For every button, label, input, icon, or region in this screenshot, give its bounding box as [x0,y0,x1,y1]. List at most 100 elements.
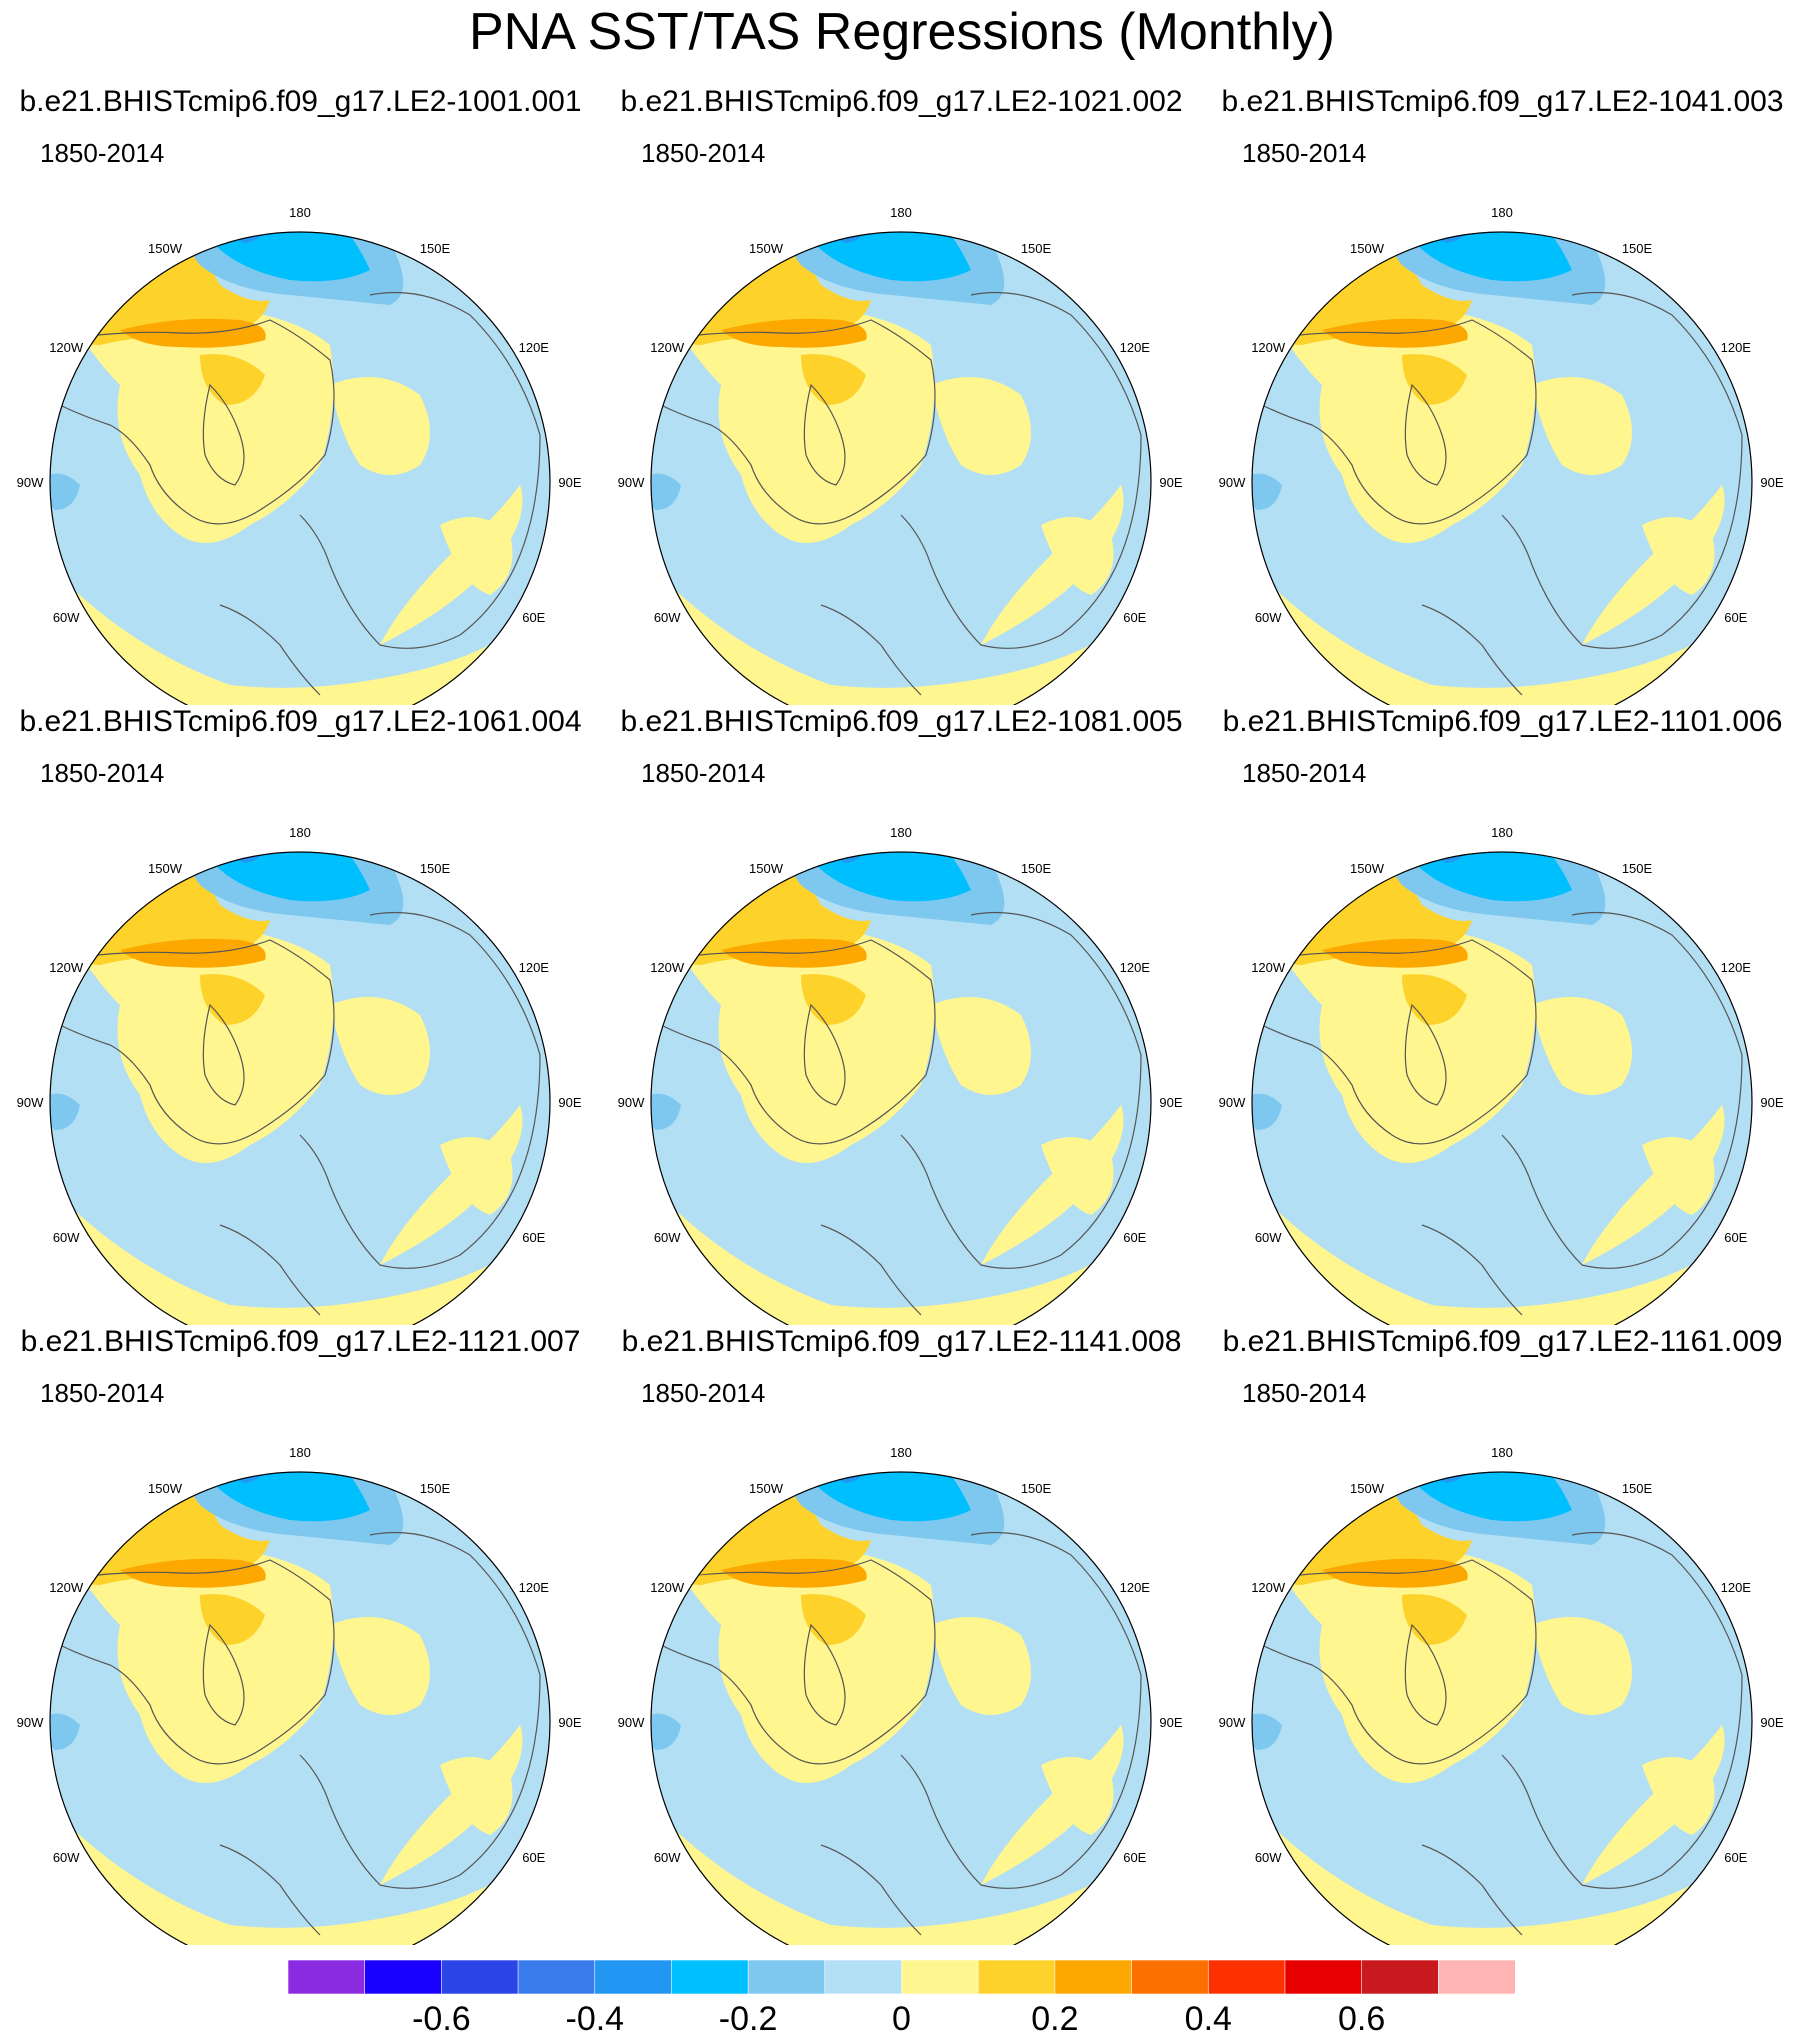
map-boundary [1251,231,1753,705]
panel-title: b.e21.BHISTcmip6.f09_g17.LE2-1161.009 [1222,1325,1783,1358]
siberia-warm [330,997,430,1095]
longitude-label: 90W [17,1095,44,1110]
main-title: PNA SST/TAS Regressions (Monthly) [469,3,1335,61]
longitude-label: 60W [53,1850,80,1865]
pacific-negative-mid [796,1472,971,1522]
map-panel: b.e21.BHISTcmip6.f09_g17.LE2-1021.002 180… [601,85,1202,705]
siberia-warm [1532,377,1632,475]
period-label: 1850-2014 [40,138,165,168]
longitude-label: 150W [1350,241,1385,256]
longitude-label: 90W [1219,1715,1246,1730]
map-boundary [1251,851,1753,1325]
colorbar-tick-label: 0.6 [1337,2000,1386,2038]
longitude-label: 120E [519,960,550,975]
pacific-ne-warm [1572,1402,1642,1436]
longitude-label: 90E [558,1095,581,1110]
greenland-coast [803,1003,846,1106]
polar-map: 180150E120E90E60E30E030W60W90W120W150W [618,162,1183,705]
map-panel: b.e21.BHISTcmip6.f09_g17.LE2-1061.004 180… [0,705,601,1325]
longitude-label: 120W [49,960,84,975]
longitude-label: 180 [1491,205,1513,220]
longitude-label: 120E [1721,960,1752,975]
longitude-label: 90W [618,1715,645,1730]
longitude-label: 150E [420,861,451,876]
period-label: 1850-2014 [641,1378,766,1408]
map-field [50,852,550,1325]
colorbar-tick-label: 0.4 [1184,2000,1232,2038]
pacific-ne-warm [971,1402,1041,1436]
map-panel: b.e21.BHISTcmip6.f09_g17.LE2-1001.001 180… [0,85,601,705]
longitude-label: 90E [1159,475,1182,490]
longitude-label: 60W [654,1230,681,1245]
map-boundary [650,851,1152,1325]
period-label: 1850-2014 [40,1378,165,1408]
pacific-ne-warm [971,162,1041,196]
colorbar-swatch [1131,1960,1210,1994]
map-field [1252,1402,1752,1945]
longitude-label: 60E [1724,610,1747,625]
colorbar-swatch [747,1960,826,1994]
longitude-label: 150E [1021,861,1052,876]
africa-coast [219,1224,321,1316]
north-america-coast [1261,1559,1537,1765]
eurasia-coast [900,291,1142,649]
longitude-label: 150W [148,1481,183,1496]
longitude-label: 180 [289,1445,311,1460]
africa-coast [1421,1844,1523,1936]
longitude-label: 120W [1251,1580,1286,1595]
greenland-coast [1404,1623,1447,1726]
longitude-label: 90W [618,475,645,490]
longitude-label: 180 [1491,1445,1513,1460]
siberia-warm [931,1617,1031,1715]
pacific-ne-warm [971,782,1041,816]
longitude-label: 120W [49,340,84,355]
map-panel: b.e21.BHISTcmip6.f09_g17.LE2-1161.009 180… [1202,1325,1803,1945]
longitude-label: 120E [1120,1580,1151,1595]
greenland-coast [202,1003,245,1106]
longitude-label: 90E [1760,475,1783,490]
map-boundary [650,231,1152,705]
europe-warm [440,1757,513,1835]
longitude-label: 150E [1021,241,1052,256]
eurasia-coast [1501,291,1743,649]
polar-map: 180150E120E90E60E30E030W60W90W120W150W [618,1402,1183,1945]
longitude-label: 120W [49,1580,84,1595]
longitude-label: 120W [650,1580,685,1595]
longitude-label: 60W [53,1230,80,1245]
longitude-label: 60E [1123,1230,1146,1245]
gulf-negative [50,1713,80,1750]
map-field [651,162,1151,705]
canada-arctic-warm [80,929,334,1163]
longitude-label: 90W [1219,475,1246,490]
longitude-label: 60W [53,610,80,625]
longitude-label: 90E [558,475,581,490]
europe-warm [440,517,513,595]
period-label: 1850-2014 [1242,758,1367,788]
longitude-label: 150E [1622,241,1653,256]
pacific-negative-mid [1397,1472,1572,1522]
longitude-label: 120W [1251,960,1286,975]
north-america-coast [59,939,335,1145]
longitude-label: 120W [1251,340,1286,355]
greenland-coast [1404,383,1447,486]
longitude-label: 90W [1219,1095,1246,1110]
longitude-label: 150W [148,241,183,256]
longitude-label: 150E [420,1481,451,1496]
map-field [50,1472,550,1945]
gulf-negative [1252,473,1282,510]
gulf-negative [50,1093,80,1130]
colorbar-svg [288,1960,1515,1994]
longitude-label: 60W [1255,1230,1282,1245]
canada-arctic-warm [1282,309,1536,543]
coastlines [1261,1531,1743,1936]
longitude-label: 150W [1350,861,1385,876]
africa-coast [820,1224,922,1316]
siberia-warm [330,377,430,475]
north-america-coast [660,939,936,1145]
siberia-warm [931,377,1031,475]
longitude-label: 180 [890,1445,912,1460]
longitude-label: 150E [1622,861,1653,876]
longitude-label: 90E [1159,1715,1182,1730]
colorbar-tick-label: -0.2 [718,2000,778,2038]
pacific-negative-mid [195,232,370,282]
